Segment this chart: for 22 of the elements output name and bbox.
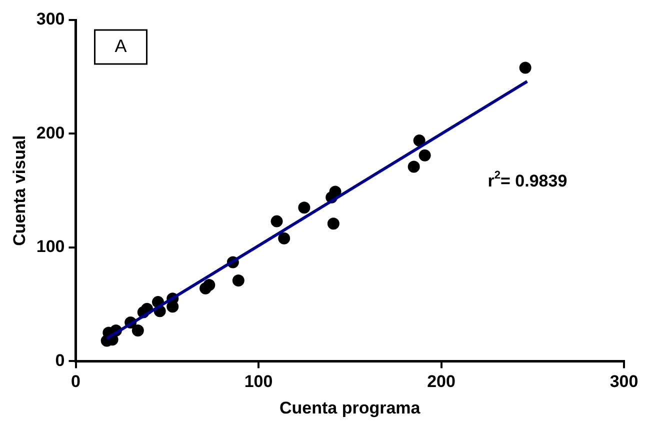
point	[298, 202, 310, 214]
point	[519, 62, 532, 74]
point	[270, 215, 283, 228]
y-tick-label: 300	[36, 10, 65, 29]
annotation: A	[114, 36, 127, 56]
x-tick-label: 200	[427, 372, 456, 392]
x-tick-label: 300	[610, 372, 638, 392]
x-axis-title: Cuenta programa	[280, 398, 421, 418]
point	[203, 279, 216, 291]
point	[408, 160, 420, 173]
point	[232, 274, 244, 286]
x-tick-label: 0	[71, 372, 80, 392]
y-tick-label: 0	[55, 350, 65, 370]
point	[278, 232, 290, 244]
point	[413, 134, 426, 147]
y-tick-label: 100	[36, 237, 65, 256]
point	[132, 324, 144, 336]
x-tick-label: 100	[244, 372, 273, 392]
y-axis-title: Cuenta visual	[10, 135, 29, 246]
point	[418, 149, 431, 162]
point	[327, 218, 340, 230]
y-tick-label: 200	[36, 123, 65, 142]
